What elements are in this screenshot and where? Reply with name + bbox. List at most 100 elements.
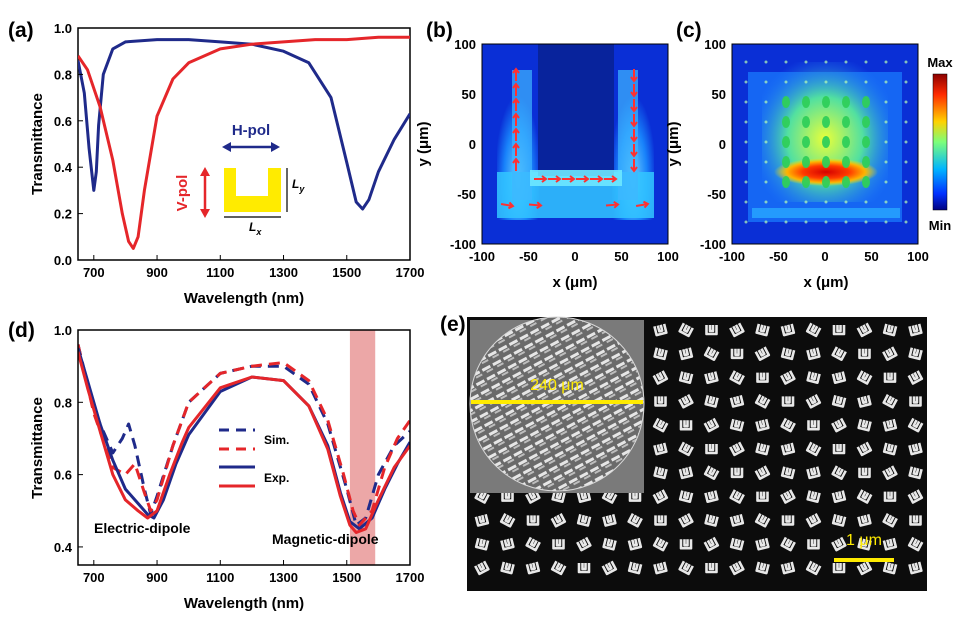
- legend-exp-label: Exp.: [264, 471, 289, 485]
- field-c-marker: [904, 120, 908, 124]
- field-b-arrow: [528, 201, 543, 210]
- sem-resonator: [755, 442, 770, 456]
- panel-c-ytick-label: 50: [712, 87, 726, 102]
- field-c-marker: [862, 136, 870, 148]
- field-c-marker: [844, 220, 848, 224]
- sem-resonator: [755, 323, 770, 337]
- panel-c-ytick-label: 100: [704, 37, 726, 52]
- field-c-marker: [884, 200, 888, 204]
- sem-resonator: [601, 560, 618, 576]
- sem-resonator: [831, 346, 847, 361]
- sem-resonator: [882, 442, 898, 456]
- sem-resonator: [882, 394, 898, 409]
- sem-resonator: [525, 536, 541, 552]
- sem-resonator: [756, 372, 769, 383]
- sem-resonator: [678, 322, 694, 338]
- panel-b-ytick-label: 50: [462, 87, 476, 102]
- panel-d-ytick-label: 1.0: [54, 323, 72, 338]
- sem-resonator: [780, 489, 796, 504]
- panel-d-frame: [77, 329, 411, 566]
- panel-b-xlabel: x (μm): [552, 274, 597, 291]
- field-b-arrow: [512, 127, 520, 141]
- panel-e: (e) 240 μm 1 μm: [440, 313, 927, 591]
- field-c-marker: [744, 200, 748, 204]
- panel-d-xtick-label: 1500: [332, 570, 361, 585]
- field-c-marker: [864, 80, 868, 84]
- panel-d-ytick-label: 0.4: [54, 540, 73, 555]
- sem-resonator: [474, 489, 490, 504]
- sem-resonator: [781, 515, 795, 526]
- field-c-marker: [744, 180, 748, 184]
- hpol-arrow-left-head: [222, 142, 231, 152]
- field-c-marker: [782, 116, 790, 128]
- sem-resonator: [908, 466, 923, 480]
- sem-resonator: [550, 560, 567, 576]
- sem-resonator: [703, 346, 720, 361]
- sem-resonator: [526, 515, 540, 526]
- panel-d: (d) 700 900 1100 1300 1500 1700 0.4 0.6 0.8 1.0 W…: [8, 319, 424, 612]
- field-c-marker: [744, 220, 748, 224]
- panel-a-series-0: [78, 38, 410, 211]
- field-c-marker: [824, 80, 828, 84]
- sem-resonator: [857, 514, 872, 527]
- electric-dipole-label: Electric-dipole: [94, 520, 191, 536]
- panel-b-xtick-label: -100: [469, 249, 495, 264]
- sem-resonator: [627, 561, 643, 575]
- field-c-marker: [764, 60, 768, 64]
- sem-resonator: [705, 325, 718, 336]
- field-c-marker: [904, 160, 908, 164]
- sem-resonator: [858, 467, 871, 479]
- sem-resonator: [678, 394, 694, 409]
- field-b-arrow: [630, 84, 638, 98]
- field-c-marker: [744, 80, 748, 84]
- panel-d-xtick-label: 1300: [269, 570, 298, 585]
- sem-resonator: [474, 560, 490, 576]
- field-c-marker: [782, 96, 790, 108]
- panel-d-ylabel: Transmittance: [29, 397, 46, 499]
- sem-resonator: [806, 466, 821, 480]
- panel-d-series-2: [78, 347, 410, 531]
- sem-resonator: [907, 536, 924, 552]
- sem-resonator: [678, 371, 694, 384]
- sem-resonator: [678, 347, 694, 361]
- field-c-marker: [904, 220, 908, 224]
- panel-a-ylabel: Transmittance: [29, 93, 46, 195]
- sem-resonator: [576, 514, 592, 527]
- field-c-marker: [864, 220, 868, 224]
- field-c-marker: [844, 80, 848, 84]
- field-c-marker: [784, 60, 788, 64]
- sem-resonator: [754, 346, 771, 361]
- panel-b-ylabel: y (μm): [415, 121, 432, 166]
- sem-resonator: [729, 441, 745, 457]
- field-b-arrow: [630, 99, 638, 113]
- field-c-marker: [842, 136, 850, 148]
- sem-resonator: [653, 442, 668, 456]
- sem-resonator: [627, 537, 643, 551]
- sem-resonator: [909, 515, 922, 526]
- field-c-marker: [744, 60, 748, 64]
- field-c-marker: [782, 176, 790, 188]
- field-c-marker: [782, 156, 790, 168]
- panel-a-xtick-label: 1300: [269, 265, 298, 280]
- sem-resonator: [754, 465, 771, 480]
- panel-d-ytick-label: 0.6: [54, 468, 72, 483]
- polarization-inset: H-pol V-pol Ly Lx: [174, 122, 305, 237]
- field-c-marker: [904, 60, 908, 64]
- sem-resonator: [705, 444, 718, 455]
- sem-resonator: [856, 441, 873, 457]
- field-c-marker: [884, 180, 888, 184]
- vpol-arrow-down-head: [200, 209, 210, 218]
- field-c-marker: [862, 96, 870, 108]
- sem-resonator: [729, 395, 745, 408]
- panel-b-ytick-label: 100: [454, 37, 476, 52]
- field-c-marker: [864, 200, 868, 204]
- panel-c-xtick-label: 50: [864, 249, 878, 264]
- sem-resonator: [551, 490, 566, 503]
- field-c-marker: [822, 176, 830, 188]
- sem-resonator: [806, 490, 821, 503]
- field-c-marker: [884, 120, 888, 124]
- field-c-marker: [842, 156, 850, 168]
- sem-resonator: [755, 418, 770, 432]
- field-b-arrow: [562, 175, 576, 183]
